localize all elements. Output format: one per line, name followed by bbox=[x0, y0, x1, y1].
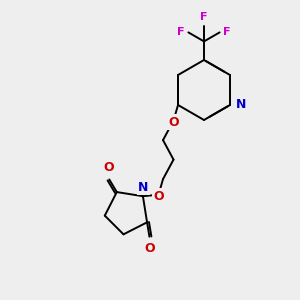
Text: F: F bbox=[177, 27, 185, 38]
Text: F: F bbox=[223, 27, 231, 38]
Text: N: N bbox=[236, 98, 246, 112]
Text: F: F bbox=[200, 12, 208, 22]
Text: O: O bbox=[144, 242, 155, 255]
Text: O: O bbox=[168, 116, 179, 129]
Text: O: O bbox=[153, 190, 164, 203]
Text: N: N bbox=[138, 181, 149, 194]
Text: O: O bbox=[103, 161, 114, 174]
